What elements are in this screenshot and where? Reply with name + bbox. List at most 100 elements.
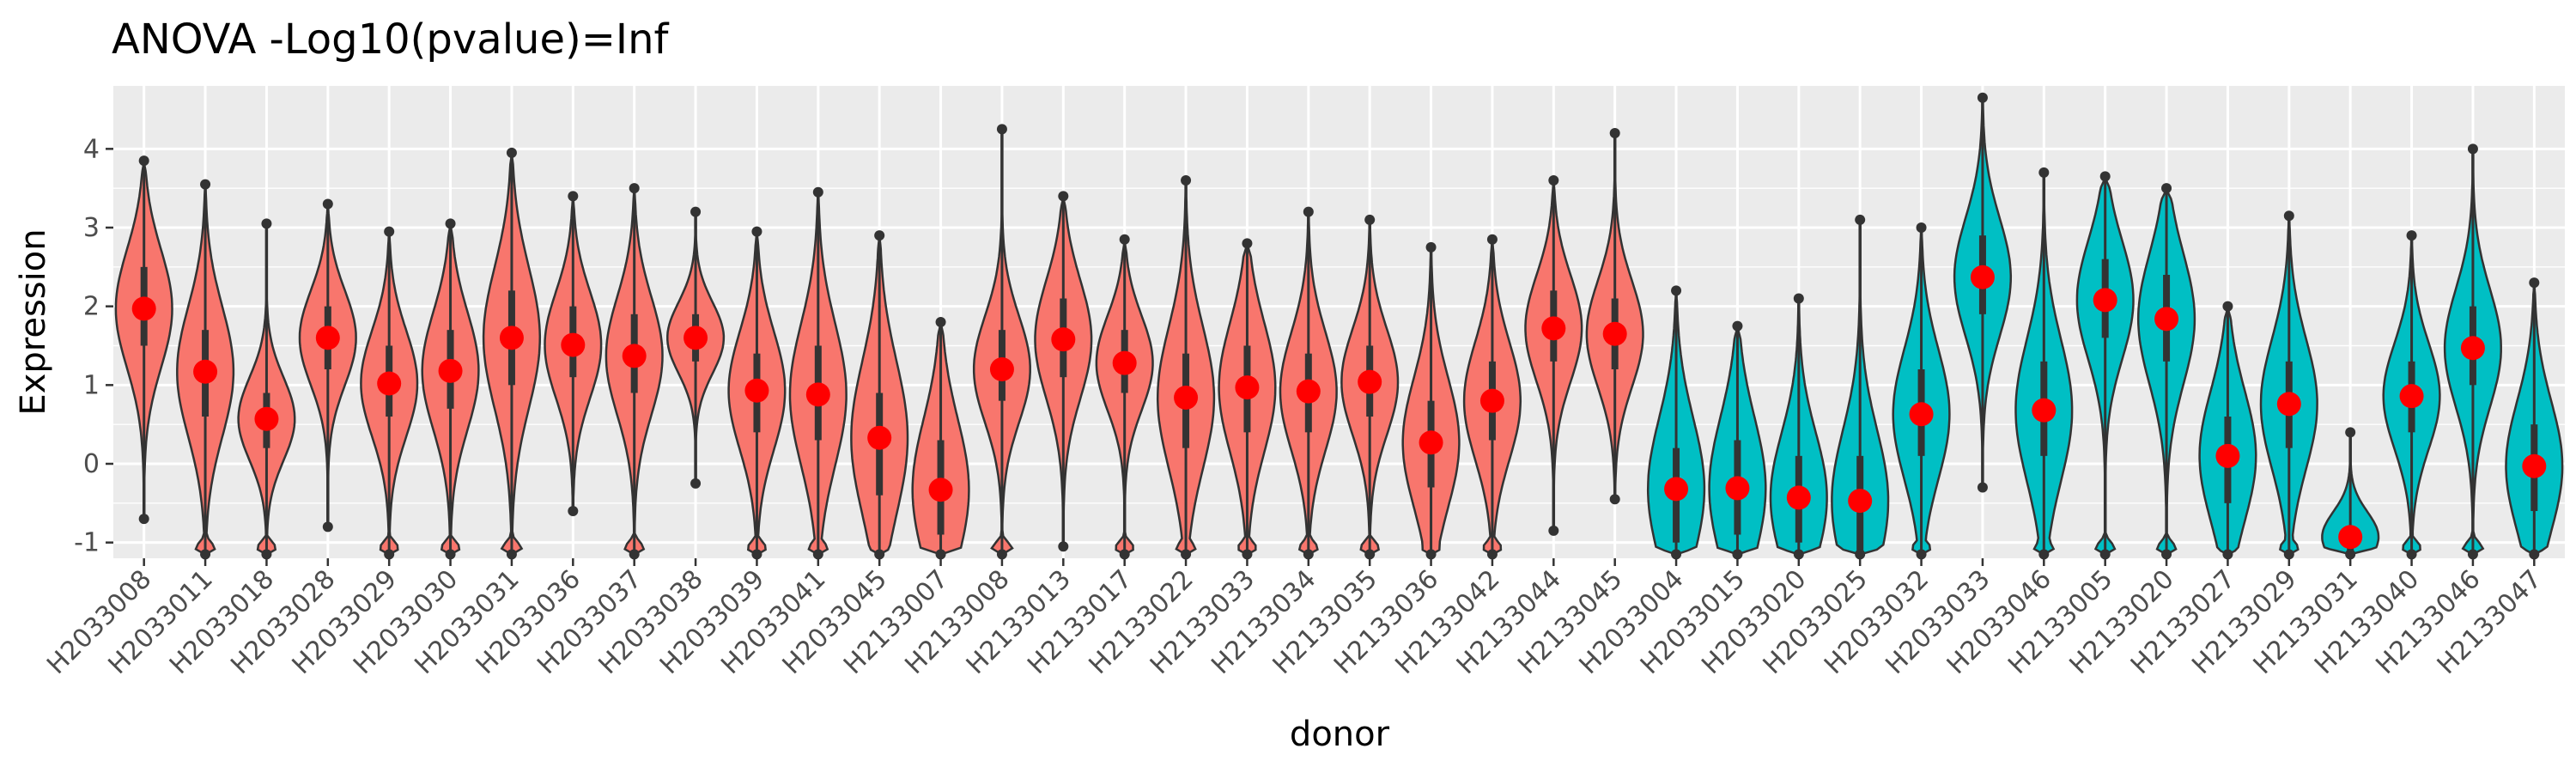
outlier-point: [1548, 525, 1559, 536]
outlier-point: [1242, 549, 1253, 560]
mean-point: [1235, 375, 1260, 400]
mean-point: [193, 359, 218, 384]
mean-point: [2032, 398, 2057, 423]
outlier-point: [1242, 238, 1253, 249]
mean-point: [1174, 386, 1199, 410]
mean-point: [2522, 453, 2547, 478]
mean-point: [1970, 265, 1995, 289]
outlier-point: [1916, 222, 1927, 233]
outlier-point: [1609, 128, 1620, 138]
outlier-point: [629, 183, 640, 194]
outlier-point: [751, 226, 762, 237]
outlier-point: [568, 191, 579, 202]
mean-point: [1848, 489, 1873, 514]
outlier-point: [138, 155, 149, 167]
outlier-point: [1486, 549, 1498, 560]
mean-point: [2093, 288, 2117, 313]
mean-point: [2276, 392, 2301, 417]
mean-point: [1725, 476, 1750, 501]
mean-point: [499, 326, 524, 350]
outlier-point: [751, 549, 762, 560]
mean-point: [2154, 307, 2179, 332]
outlier-point: [1732, 320, 1743, 332]
mean-point: [1479, 388, 1504, 413]
mean-point: [744, 378, 769, 403]
chart-title: ANOVA -Log10(pvalue)=Inf: [112, 15, 670, 64]
outlier-point: [2222, 301, 2233, 312]
y-tick-label: 4: [83, 134, 100, 164]
mean-point: [1419, 430, 1443, 455]
outlier-point: [2406, 230, 2417, 241]
outlier-point: [2161, 549, 2172, 560]
mean-point: [315, 326, 340, 350]
outlier-point: [1855, 214, 1866, 225]
outlier-point: [1977, 92, 1988, 103]
outlier-point: [935, 317, 946, 327]
y-axis-ticks: -1 0 1 2 3 4: [74, 134, 113, 558]
mean-point: [2399, 384, 2424, 409]
outlier-point: [1793, 293, 1804, 304]
y-tick-label: 2: [83, 292, 100, 322]
outlier-point: [445, 218, 456, 229]
outlier-point: [138, 514, 149, 525]
violins: [114, 92, 2564, 560]
mean-point: [622, 344, 647, 368]
outlier-point: [384, 549, 395, 560]
outlier-point: [200, 549, 211, 560]
outlier-point: [1181, 549, 1192, 560]
outlier-point: [2467, 143, 2478, 155]
outlier-point: [2406, 549, 2417, 560]
outlier-point: [812, 549, 823, 560]
outlier-point: [874, 230, 885, 241]
mean-point: [254, 406, 279, 431]
mean-point: [805, 382, 830, 407]
outlier-point: [506, 549, 517, 560]
outlier-point: [506, 147, 517, 158]
mean-point: [1358, 369, 1382, 394]
mean-point: [683, 326, 708, 350]
outlier-point: [2038, 549, 2050, 560]
outlier-point: [2038, 167, 2050, 178]
outlier-point: [1916, 549, 1927, 560]
outlier-point: [2529, 549, 2540, 560]
outlier-point: [2345, 427, 2356, 438]
outlier-point: [1058, 541, 1069, 552]
y-tick-label: 0: [83, 449, 100, 479]
outlier-point: [1671, 285, 1682, 296]
outlier-point: [1303, 549, 1314, 560]
outlier-point: [1181, 175, 1192, 186]
mean-point: [131, 296, 156, 321]
outlier-point: [2099, 171, 2111, 182]
outlier-point: [996, 549, 1007, 560]
mean-point: [928, 478, 953, 502]
outlier-point: [1058, 191, 1069, 202]
outlier-point: [1303, 206, 1314, 217]
outlier-point: [1364, 214, 1376, 225]
mean-point: [2460, 336, 2485, 361]
outlier-point: [1793, 549, 1804, 560]
mean-point: [1112, 350, 1137, 375]
mean-point: [1909, 402, 1934, 427]
y-axis-title: Expression: [14, 228, 53, 415]
mean-point: [1602, 321, 1627, 346]
outlier-point: [629, 549, 640, 560]
mean-point: [377, 371, 402, 396]
mean-point: [1664, 477, 1689, 502]
x-axis-ticks: H2033008H2033011H2033018H2033028H2033029…: [41, 558, 2548, 680]
outlier-point: [2283, 549, 2294, 560]
outlier-point: [1425, 549, 1437, 560]
outlier-point: [1486, 234, 1498, 245]
outlier-point: [1119, 549, 1130, 560]
mean-point: [561, 332, 586, 357]
mean-point: [989, 357, 1014, 381]
outlier-point: [935, 549, 946, 560]
outlier-point: [322, 521, 333, 533]
outlier-point: [568, 506, 579, 516]
outlier-point: [261, 549, 272, 560]
y-tick-label: 3: [83, 213, 100, 243]
outlier-point: [1548, 175, 1559, 186]
outlier-point: [322, 198, 333, 210]
outlier-point: [2283, 210, 2294, 222]
mean-point: [1051, 327, 1076, 352]
